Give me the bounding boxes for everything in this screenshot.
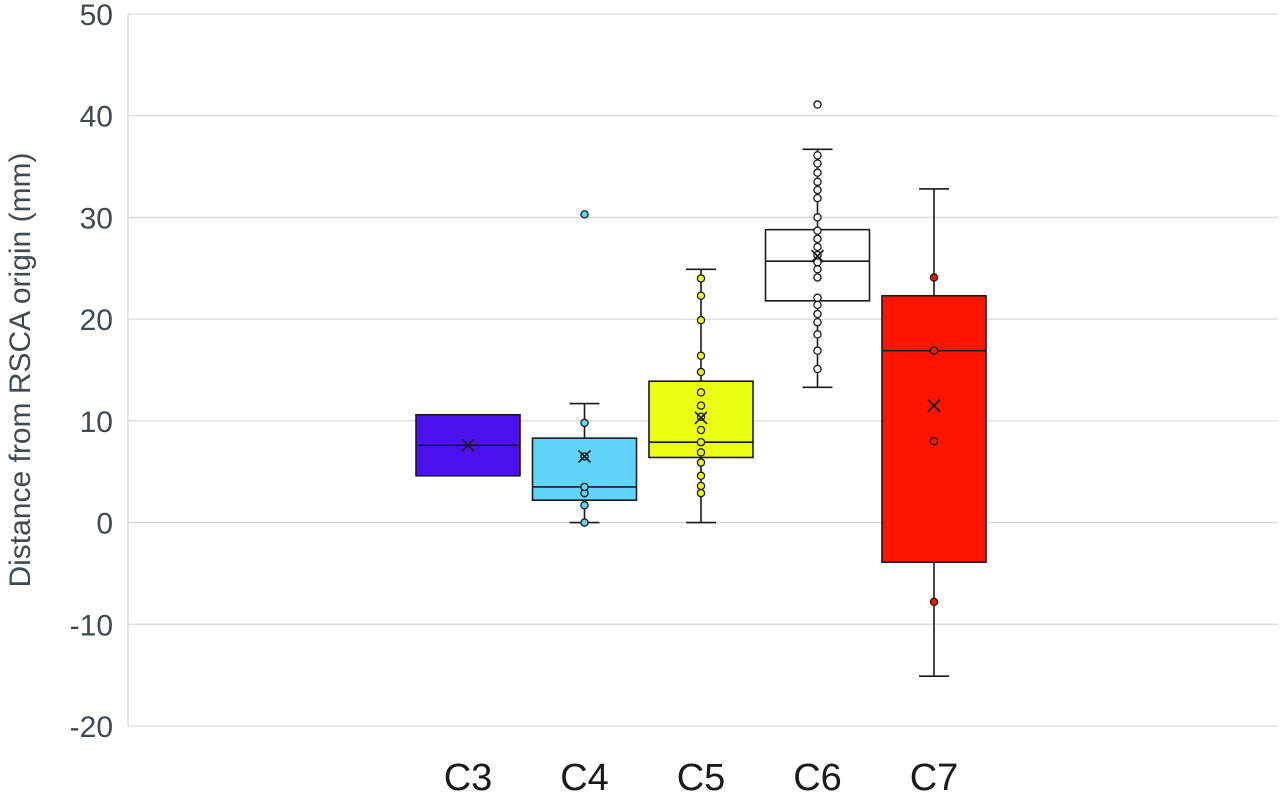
mean-marker [810, 249, 825, 263]
data-point [580, 482, 589, 492]
data-point [696, 481, 706, 491]
data-point [696, 448, 706, 457]
mean-marker-stroke [461, 438, 475, 452]
box-c7 [881, 188, 987, 677]
data-point [696, 458, 706, 467]
data-point [580, 518, 589, 527]
data-point [696, 291, 706, 300]
mean-marker-stroke [810, 249, 825, 263]
data-point [929, 597, 939, 607]
box-series [415, 100, 987, 677]
data-point [813, 151, 822, 160]
data-point [696, 388, 706, 397]
box-c5 [648, 268, 754, 524]
y-tick-label: 20 [80, 304, 113, 337]
data-point [813, 242, 822, 252]
x-tick-label: C4 [560, 757, 609, 795]
outlier-point [813, 100, 822, 109]
data-point [813, 346, 822, 355]
y-tick-label: 50 [80, 0, 113, 32]
mean-marker [577, 449, 592, 464]
outlier-point [580, 210, 589, 219]
data-point [696, 425, 706, 435]
data-point [696, 488, 706, 498]
data-point [813, 265, 822, 274]
x-tick-label: C5 [677, 757, 726, 795]
data-point [813, 226, 822, 235]
y-tick-label: 30 [80, 202, 113, 235]
data-point [813, 317, 822, 327]
x-axis-ticks: C3 C4 C5 C6 C7 [444, 757, 959, 795]
y-tick-label: 10 [80, 406, 113, 439]
data-point [696, 367, 706, 377]
y-tick-label: -10 [70, 609, 113, 642]
data-point [696, 315, 706, 325]
y-axis-label: Distance from RSCA origin (mm) [4, 152, 37, 587]
box-iqr [881, 294, 987, 564]
data-point [813, 300, 822, 310]
y-axis-ticks: -20 -10 0 10 20 30 40 50 [70, 0, 113, 744]
data-point [696, 401, 706, 410]
data-point [813, 185, 822, 195]
data-point [929, 273, 939, 282]
x-tick-label: C7 [910, 757, 959, 795]
x-tick-label: C3 [444, 757, 493, 795]
data-point [929, 346, 939, 355]
box-c4 [531, 210, 638, 527]
data-point [696, 471, 706, 481]
data-point [813, 234, 822, 244]
mean-marker-stroke [577, 449, 592, 464]
data-point [696, 351, 706, 361]
y-tick-label: -20 [70, 711, 113, 744]
data-point [813, 293, 822, 303]
y-tick-label: 40 [80, 101, 113, 134]
mean-marker [694, 411, 708, 425]
data-point [813, 193, 822, 203]
box-iqr [531, 437, 638, 501]
data-point [813, 309, 822, 319]
data-point [929, 436, 939, 446]
box-c6 [764, 100, 871, 389]
data-point [813, 330, 822, 339]
x-tick-label: C6 [793, 757, 842, 795]
mean-marker-stroke [927, 398, 941, 413]
box-c3 [415, 413, 521, 477]
y-tick-label: 0 [96, 508, 113, 541]
data-point [813, 273, 822, 282]
data-point [580, 418, 589, 428]
data-point [813, 159, 822, 168]
data-point [813, 168, 822, 177]
data-point [580, 501, 589, 510]
mean-marker [927, 398, 941, 413]
mean-marker [461, 438, 475, 452]
mean-marker-stroke [694, 411, 708, 425]
data-point [813, 213, 822, 222]
data-point [696, 437, 706, 447]
data-point [813, 177, 822, 187]
data-point [813, 364, 822, 374]
data-point [696, 274, 706, 283]
